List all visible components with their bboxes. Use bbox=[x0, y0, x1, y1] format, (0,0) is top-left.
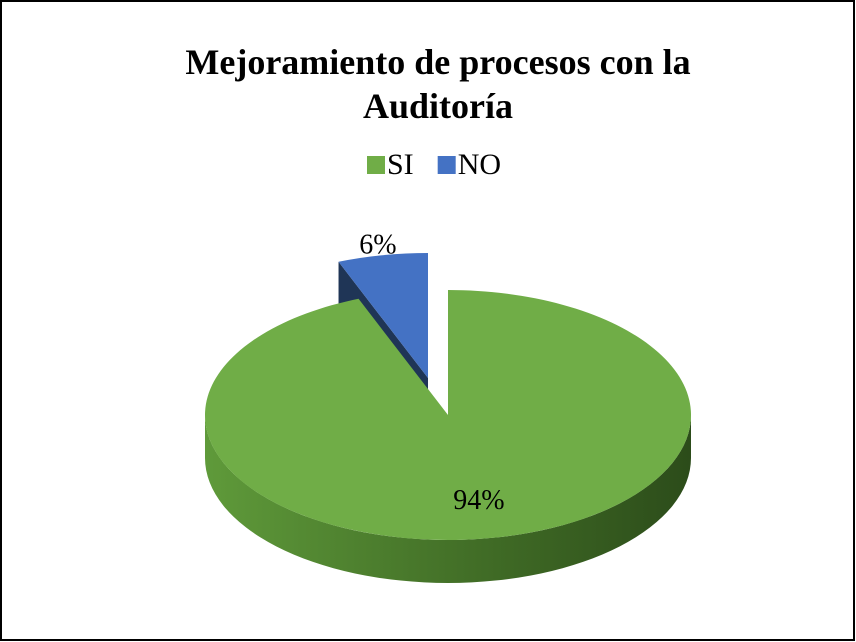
legend-swatch bbox=[437, 156, 456, 174]
legend-swatch bbox=[367, 156, 385, 174]
slice bbox=[338, 253, 428, 378]
data-label: 6% bbox=[359, 229, 396, 260]
slice-side bbox=[205, 415, 691, 583]
legend-label: SI bbox=[387, 148, 414, 181]
data-label: 94% bbox=[453, 485, 504, 516]
legend-label: NO bbox=[458, 148, 501, 181]
slice bbox=[205, 290, 692, 541]
chart-title: Mejoramiento de procesos con la Auditorí… bbox=[185, 42, 691, 126]
